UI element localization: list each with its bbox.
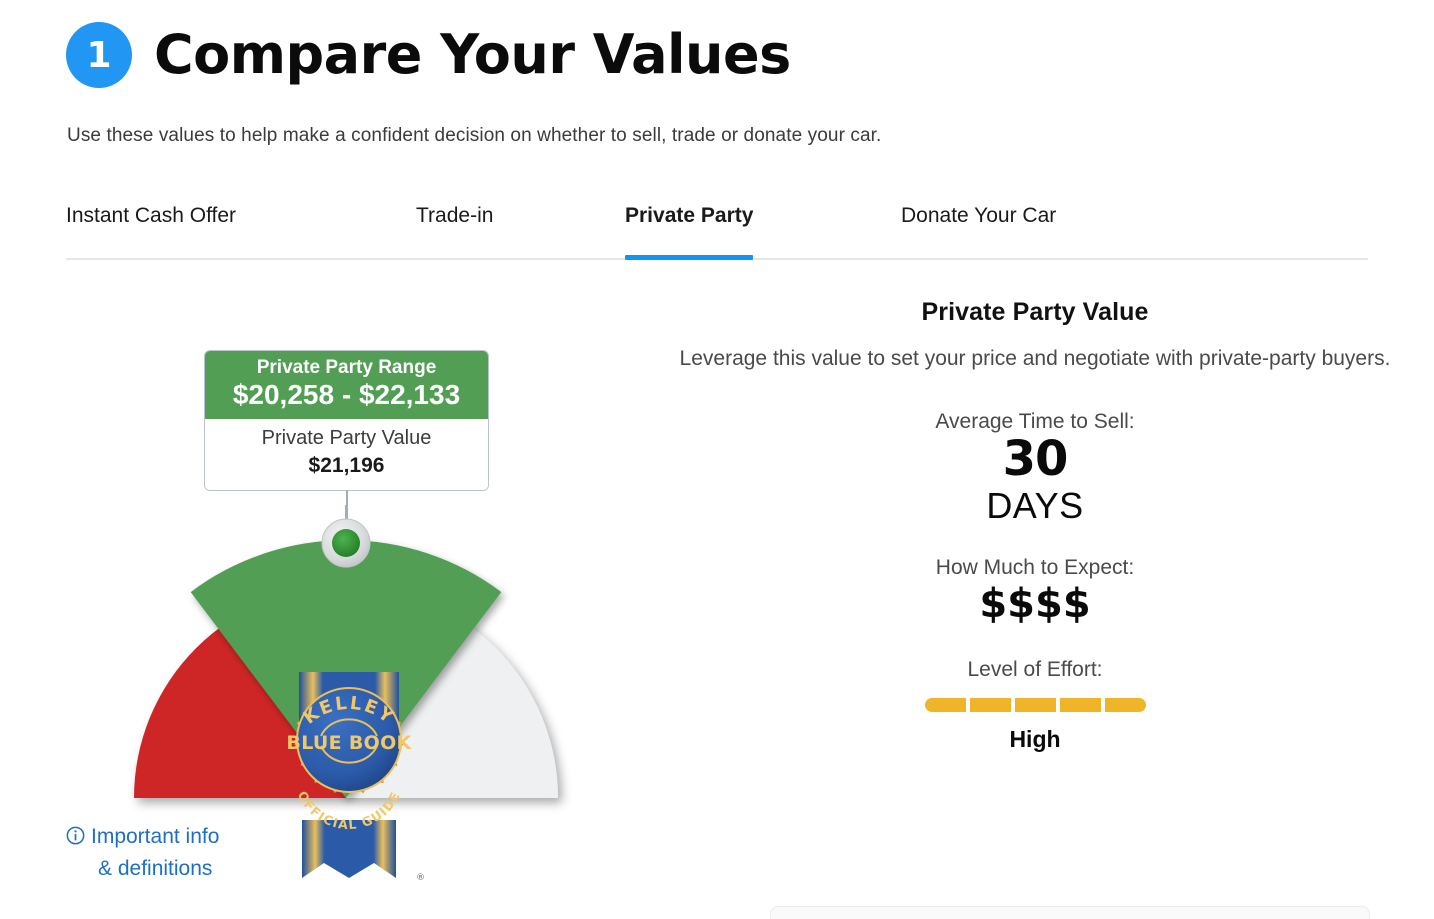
- level-of-effort-label: Level of Effort:: [967, 658, 1103, 682]
- page-header: 1 Compare Your Values: [66, 22, 791, 88]
- badge-registered-mark: ®: [416, 873, 425, 883]
- tab-trade-in[interactable]: Trade-in: [416, 190, 493, 258]
- badge-starburst: [294, 687, 404, 794]
- range-label: Private Party Range: [256, 357, 437, 378]
- how-much-to-expect-label: How Much to Expect:: [935, 556, 1135, 580]
- detail-panel: Private Party Value Leverage this value …: [672, 298, 1398, 753]
- detail-title: Private Party Value: [921, 298, 1149, 326]
- callout-body: Private Party Value $21,196: [205, 419, 488, 491]
- tab-label: Instant Cash Offer: [66, 204, 237, 227]
- tab-label: Donate Your Car: [901, 204, 1057, 227]
- effort-segment: [1059, 698, 1101, 713]
- next-section-card: [770, 906, 1370, 919]
- info-link-line1: Important info: [91, 825, 220, 848]
- tab-donate-your-car[interactable]: Donate Your Car: [901, 190, 1056, 258]
- value-type-tabs: Instant Cash Offer Trade-in Private Part…: [66, 190, 1368, 260]
- tab-instant-cash-offer[interactable]: Instant Cash Offer: [66, 190, 236, 258]
- effort-segment: [924, 698, 966, 713]
- kelley-blue-book-badge: KELLEY BLUE BOOK OFFICIAL GUIDE ®: [266, 670, 432, 885]
- range-value: $20,258 - $22,133: [232, 378, 461, 410]
- gauge-segment-green: [190, 540, 502, 798]
- level-of-effort-meter: [672, 698, 1398, 713]
- effort-segment: [969, 698, 1011, 713]
- private-party-range-callout: Private Party Range $20,258 - $22,133 Pr…: [204, 350, 489, 492]
- tab-active-underline: [625, 255, 754, 260]
- step-number-badge: 1: [66, 22, 132, 88]
- gauge-segment-green-group: [190, 540, 502, 798]
- info-circle-icon: [66, 824, 85, 854]
- time-to-sell-label: Average Time to Sell:: [935, 409, 1135, 433]
- badge-text-blue-book: BLUE BOOK: [286, 732, 412, 754]
- callout-header: Private Party Range $20,258 - $22,133: [205, 351, 488, 420]
- page-title: Compare Your Values: [154, 23, 791, 86]
- tab-private-party[interactable]: Private Party: [625, 190, 754, 260]
- gauge-value-marker: [321, 518, 371, 568]
- badge-ribbon-bottom: [302, 820, 396, 878]
- value-label: Private Party Value: [261, 427, 432, 450]
- effort-segment: [1104, 698, 1146, 713]
- level-of-effort-value: High: [1009, 726, 1061, 753]
- how-much-to-expect-value: $$$$: [979, 581, 1091, 628]
- tab-label: Trade-in: [416, 204, 494, 227]
- kbb-seal-svg: KELLEY BLUE BOOK OFFICIAL GUIDE ®: [286, 672, 425, 883]
- tab-label: Private Party: [625, 204, 754, 227]
- time-to-sell-value: 30: [1002, 430, 1069, 487]
- page-subtitle: Use these values to help make a confiden…: [67, 125, 882, 146]
- info-link-line2: & definitions: [98, 857, 213, 881]
- important-info-link[interactable]: Important info & definitions: [66, 822, 276, 885]
- time-to-sell-unit: DAYS: [986, 484, 1084, 526]
- effort-segment: [1014, 698, 1056, 713]
- gauge-column: Private Party Range $20,258 - $22,133 Pr…: [0, 280, 700, 919]
- detail-description: Leverage this value to set your price an…: [679, 347, 1391, 370]
- value-amount: $21,196: [308, 454, 385, 478]
